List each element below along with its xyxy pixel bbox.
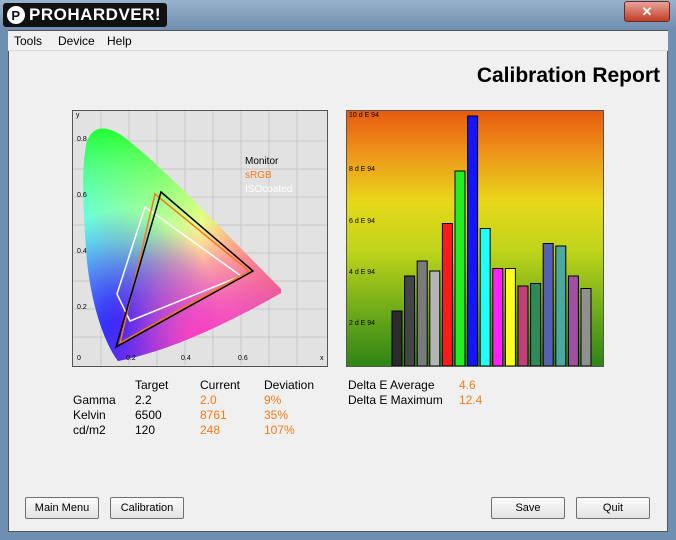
bar-7 [467, 115, 479, 366]
row-label-kelvin: Kelvin [73, 408, 106, 422]
cie-y-tick: 0 [77, 355, 81, 362]
delta-e-average-label: Delta E Average [348, 378, 435, 392]
save-button[interactable]: Save [491, 497, 565, 519]
menu-help[interactable]: Help [107, 34, 132, 48]
bar-1 [391, 310, 403, 366]
isocoated-gamut [116, 205, 243, 322]
calibration-button[interactable]: Calibration [110, 497, 184, 519]
bar-3 [416, 260, 428, 366]
logo: P PROHARDVER! [3, 3, 168, 27]
header-current: Current [200, 378, 241, 392]
menu-device[interactable]: Device [58, 34, 95, 48]
kelvin-current: 8761 [200, 408, 227, 422]
cie-y-tick: 0.2 [77, 304, 87, 311]
bar-9 [492, 268, 504, 366]
logo-text: PROHARDVER! [29, 5, 162, 24]
row-label-luminance: cd/m2 [73, 423, 106, 437]
kelvin-deviation: 35% [264, 408, 289, 422]
bar-15 [567, 275, 579, 366]
bar-y-tick: 6 d E 94 [349, 218, 376, 225]
cie-y-tick: 0.4 [77, 248, 87, 255]
cie-x-tick: 0.4 [181, 355, 191, 362]
header-target: Target [135, 378, 169, 392]
srgb-gamut [118, 192, 251, 345]
bar-chart-svg [391, 115, 592, 366]
close-button[interactable]: ✕ [624, 1, 670, 22]
window-frame-right [668, 30, 676, 540]
bar-y-tick: 4 d E 94 [349, 269, 376, 276]
bar-16 [580, 288, 592, 366]
legend-monitor: Monitor [245, 156, 279, 167]
delta-e-average-value: 4.6 [459, 378, 476, 392]
bar-2 [404, 275, 416, 366]
delta-e-bar-chart: 10 d E 94 8 d E 94 6 d E 94 4 d E 94 2 d… [346, 110, 604, 367]
bar-5 [441, 223, 453, 366]
bar-y-tick: 8 d E 94 [349, 166, 376, 173]
bar-11 [517, 285, 529, 366]
cie-svg [73, 111, 327, 365]
cie-y-tick: 0.6 [77, 192, 87, 199]
bar-y-tick: 10 d E 94 [349, 112, 379, 119]
kelvin-target: 6500 [135, 408, 162, 422]
cie-axis-x-label: x [320, 355, 324, 362]
gamma-current: 2.0 [200, 393, 217, 407]
row-label-gamma: Gamma [73, 393, 116, 407]
gamma-target: 2.2 [135, 393, 152, 407]
quit-button[interactable]: Quit [576, 497, 650, 519]
gamma-deviation: 9% [264, 393, 282, 407]
bar-10 [504, 268, 516, 366]
monitor-gamut [114, 190, 255, 349]
legend-isocoated: ISOcoated [245, 184, 293, 195]
cie-x-tick: 0.2 [126, 355, 136, 362]
close-icon: ✕ [641, 3, 653, 19]
bar-y-tick: 2 d E 94 [349, 320, 376, 327]
bar-6 [454, 170, 466, 366]
title-bar: P PROHARDVER! ✕ [0, 0, 676, 30]
page-title: Calibration Report [476, 64, 660, 87]
bar-14 [555, 245, 567, 366]
delta-e-maximum-label: Delta E Maximum [348, 393, 443, 407]
legend-srgb: sRGB [245, 170, 272, 181]
cie-axis-y-label: y [76, 112, 80, 119]
cie-x-tick: 0.6 [238, 355, 248, 362]
cie-y-tick: 0.8 [77, 136, 87, 143]
luminance-current: 248 [200, 423, 221, 437]
bar-8 [479, 228, 491, 366]
bar-4 [429, 270, 441, 366]
cie-diagram: y 0.8 0.6 0.4 0.2 0 0.2 0.4 0.6 x Monito… [72, 110, 328, 367]
bar-12 [530, 283, 542, 366]
main-menu-button[interactable]: Main Menu [25, 497, 99, 519]
logo-mark-icon: P [7, 6, 25, 24]
luminance-deviation: 107% [264, 423, 295, 437]
delta-e-maximum-value: 12.4 [459, 393, 483, 407]
header-deviation: Deviation [264, 378, 315, 392]
luminance-target: 120 [135, 423, 156, 437]
bar-13 [542, 243, 554, 366]
menu-tools[interactable]: Tools [14, 34, 43, 48]
menu-bar: Tools Device Help [8, 31, 668, 51]
window-frame-bottom [0, 532, 676, 540]
